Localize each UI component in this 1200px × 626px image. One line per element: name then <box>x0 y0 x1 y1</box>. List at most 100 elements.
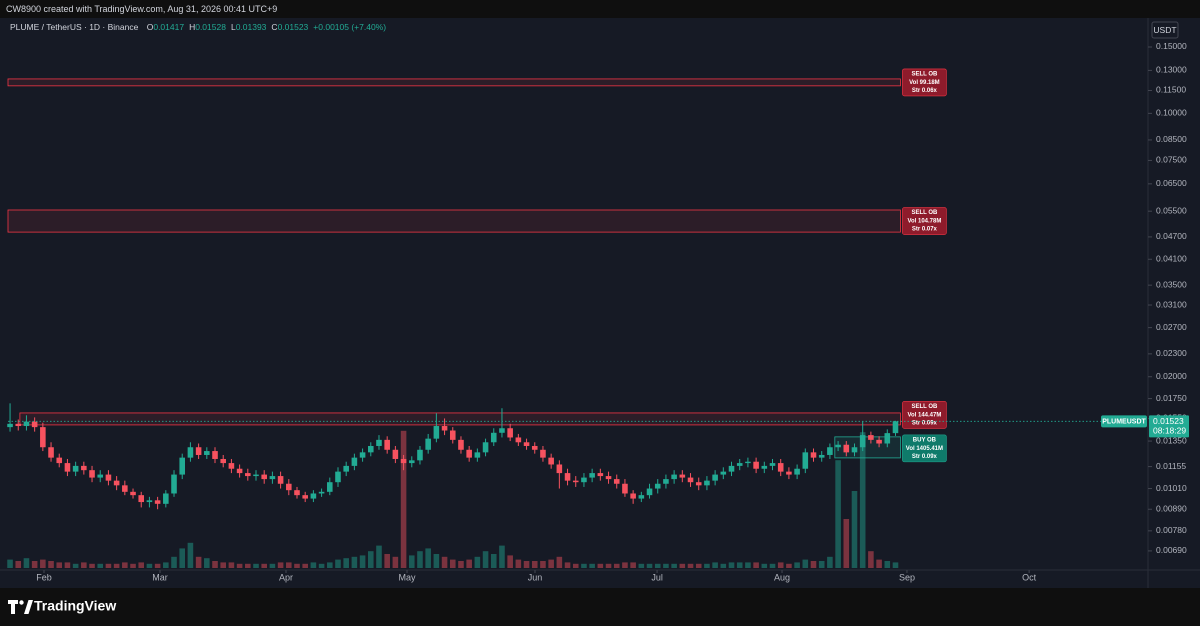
volume-bar <box>794 562 800 568</box>
volume-bar <box>48 561 54 568</box>
candle-body <box>417 449 423 461</box>
ohlc-value: 0.01417 <box>153 22 185 32</box>
candle-body <box>449 430 456 440</box>
candle-body <box>859 435 866 448</box>
volume-bar <box>335 559 341 568</box>
ohlc-key: L <box>230 22 236 32</box>
y-tick-label: 0.11500 <box>1156 85 1186 95</box>
volume-bar <box>646 563 653 568</box>
candle-body <box>81 465 87 471</box>
candle-body <box>892 421 899 434</box>
y-tick-label: 0.01155 <box>1156 461 1186 471</box>
candle-body <box>761 465 768 469</box>
volume-bar <box>433 554 440 568</box>
volume-bar <box>663 563 669 568</box>
x-tick-label: Aug <box>774 572 790 582</box>
volume-bar <box>868 551 874 568</box>
candle-body <box>499 428 505 433</box>
order-block-label: Vol 99.18M <box>909 80 940 86</box>
volume-bar <box>130 563 136 568</box>
volume-bar <box>466 559 472 568</box>
candle-body <box>130 491 136 496</box>
candle-body <box>769 463 776 466</box>
order-block-label: Str 0.09x <box>912 421 938 427</box>
y-tick-label: 0.03500 <box>1156 279 1187 289</box>
volume-bar <box>589 563 595 568</box>
volume-bar <box>31 561 38 568</box>
volume-bar <box>581 563 587 568</box>
y-tick-label: 0.01350 <box>1156 435 1187 445</box>
candle-body <box>507 428 513 438</box>
order-block-label-box <box>902 434 947 463</box>
candle-body <box>646 488 653 496</box>
order-block-label: SELL OB <box>911 210 938 216</box>
y-tick-label: 0.07500 <box>1156 155 1187 165</box>
volume-bar <box>786 563 792 568</box>
y-tick-label: 0.04700 <box>1156 231 1187 241</box>
y-tick-label: 0.03100 <box>1156 299 1187 309</box>
volume-bar <box>835 460 841 568</box>
volume-bar <box>163 562 169 568</box>
volume-bar <box>482 551 489 568</box>
logo-icon <box>19 600 24 605</box>
volume-bar <box>195 556 202 568</box>
y-tick-label: 0.10000 <box>1156 108 1187 118</box>
volume-bar <box>359 555 366 568</box>
volume-bar <box>154 563 161 568</box>
chart-background <box>0 18 1200 588</box>
currency-box <box>1151 21 1179 39</box>
y-tick-label: 0.08500 <box>1156 134 1187 144</box>
candle-body <box>359 452 366 458</box>
candle-body <box>31 421 38 428</box>
y-tick-label: 0.04100 <box>1156 254 1187 264</box>
volume-bar <box>695 563 702 568</box>
volume-bar <box>745 562 751 568</box>
candle-body <box>318 491 325 494</box>
volume-bar <box>540 561 546 568</box>
candle-body <box>638 495 645 499</box>
volume-bar <box>818 561 825 568</box>
candle-body <box>376 439 382 446</box>
candle-body <box>827 447 833 455</box>
candle-body <box>868 435 874 440</box>
currency-label: USDT <box>1153 25 1176 35</box>
header-bar <box>0 0 1200 18</box>
volume-bar <box>105 563 112 568</box>
candle-body <box>89 470 95 478</box>
volume-bar <box>310 562 317 568</box>
candle-body <box>704 480 710 486</box>
volume-bar <box>261 563 267 568</box>
logo-icon <box>8 600 18 614</box>
volume-bar <box>56 562 63 568</box>
volume-bar <box>138 562 145 568</box>
candle-body <box>786 471 792 475</box>
candle-body <box>474 452 481 458</box>
ohlc-value: 0.01523 <box>277 22 309 32</box>
candle-body <box>163 493 169 504</box>
candle-body <box>310 493 317 499</box>
volume-bar <box>810 561 817 568</box>
x-tick-label: May <box>399 572 417 582</box>
candle-body <box>548 457 554 465</box>
symbol-tag: PLUMEUSDT <box>1102 419 1146 426</box>
volume-bar <box>97 563 104 568</box>
volume-bar <box>499 545 505 568</box>
candle-body <box>441 426 448 431</box>
candle-body <box>253 474 259 477</box>
volume-bar <box>736 562 743 568</box>
order-block-label: BUY OB <box>913 437 937 443</box>
candle-body <box>400 458 407 464</box>
volume-bar <box>212 561 218 568</box>
candle-body <box>146 500 153 503</box>
candle-body <box>56 457 63 464</box>
candle-body <box>745 461 751 464</box>
candle-body <box>64 463 71 472</box>
volume-bar <box>564 562 571 568</box>
volume-bar <box>392 556 399 568</box>
candle-body <box>613 479 620 484</box>
volume-bar <box>712 562 718 568</box>
volume-bar <box>408 555 415 568</box>
candle-body <box>679 474 686 478</box>
candle-body <box>687 477 694 483</box>
volume-bar <box>122 562 128 568</box>
